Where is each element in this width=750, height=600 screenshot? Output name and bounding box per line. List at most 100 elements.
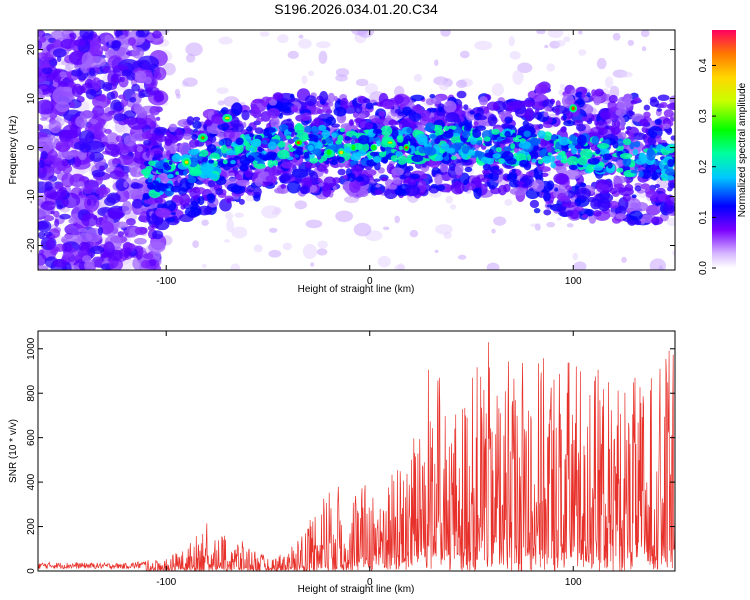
heatmap-cell — [504, 130, 511, 138]
heatmap-cell — [373, 156, 382, 163]
heatmap-cell — [573, 261, 587, 270]
x-tick-label: 0 — [367, 577, 373, 588]
heatmap-cell — [149, 105, 161, 116]
heatmap-cell — [241, 109, 250, 121]
heatmap-cell — [347, 172, 356, 182]
heatmap-cell — [188, 139, 200, 148]
heatmap-cell — [106, 132, 119, 146]
heatmap-cell — [581, 92, 586, 98]
heatmap-cell — [339, 127, 345, 133]
heatmap-cell — [630, 100, 638, 105]
heatmap-cell — [373, 178, 381, 182]
heatmap-cell — [362, 98, 371, 104]
heatmap-cell — [78, 241, 89, 253]
heatmap-cell — [478, 96, 489, 106]
heatmap-cell — [267, 141, 277, 150]
heatmap-cell — [269, 99, 277, 106]
colorbar — [712, 30, 736, 268]
heatmap-cell — [404, 146, 408, 149]
heatmap-cell — [40, 150, 48, 160]
heatmap-cell — [515, 160, 520, 165]
heatmap-cell — [553, 173, 569, 185]
heatmap-cell — [38, 40, 43, 50]
heatmap-cell — [73, 157, 82, 168]
heatmap-cell — [461, 130, 471, 139]
heatmap-cell — [559, 195, 571, 201]
heatmap-cell — [280, 173, 294, 180]
heatmap-cell — [665, 194, 675, 206]
heatmap-cell — [148, 160, 156, 166]
heatmap-cell — [220, 144, 228, 154]
heatmap-cell — [187, 176, 197, 184]
heatmap-cell — [71, 83, 83, 98]
heatmap-cell — [109, 258, 124, 270]
heatmap-cell — [622, 156, 632, 167]
heatmap-cell — [123, 180, 128, 188]
heatmap-cell — [288, 128, 295, 133]
top-chart-title: S196.2026.034.01.20.C34 — [274, 1, 438, 17]
heatmap-cell — [607, 162, 613, 169]
heatmap-cell — [95, 222, 101, 228]
heatmap-cell — [445, 185, 451, 193]
heatmap-cell — [578, 30, 583, 35]
heatmap-cell — [153, 67, 167, 81]
y-tick-label: 400 — [26, 473, 37, 490]
heatmap-cell — [664, 168, 675, 176]
heatmap-cell — [501, 123, 511, 129]
heatmap-cell — [461, 145, 470, 154]
heatmap-cell — [119, 145, 132, 154]
heatmap-cell — [556, 217, 562, 221]
heatmap-cell — [301, 75, 308, 85]
heatmap-cell — [91, 169, 105, 178]
heatmap-cell — [296, 141, 301, 145]
heatmap-cell — [119, 76, 125, 83]
heatmap-cell — [296, 150, 304, 156]
heatmap-cell — [554, 107, 561, 113]
heatmap-cell — [627, 39, 634, 46]
heatmap-cell — [506, 101, 522, 110]
heatmap-cell — [331, 132, 338, 138]
top-x-axis-label: Height of straight line (km) — [298, 284, 415, 295]
heatmap-cell — [541, 148, 548, 154]
heatmap-cell — [183, 133, 192, 140]
heatmap-cell — [298, 38, 312, 49]
heatmap-cell — [435, 224, 453, 235]
heatmap-cell — [326, 149, 332, 156]
heatmap-cell — [395, 151, 403, 157]
heatmap-cell — [231, 102, 243, 116]
heatmap-cell — [310, 262, 315, 267]
heatmap-cell — [394, 215, 400, 224]
heatmap-cell — [56, 55, 62, 62]
heatmap-cell — [309, 157, 319, 164]
heatmap-cell — [217, 100, 225, 106]
heatmap-cell — [316, 41, 331, 49]
heatmap-cell — [430, 96, 442, 105]
heatmap-cell — [84, 194, 100, 213]
heatmap-cell — [61, 242, 73, 252]
heatmap-cell — [130, 182, 141, 189]
heatmap-cell — [222, 153, 227, 158]
heatmap-cell — [282, 107, 293, 114]
heatmap-cell — [357, 189, 369, 198]
heatmap-cell — [137, 30, 150, 38]
heatmap-cell — [623, 93, 633, 101]
heatmap-cell — [495, 147, 502, 153]
heatmap-cell — [640, 155, 645, 159]
heatmap-cell — [247, 154, 255, 163]
heatmap-cell — [509, 51, 521, 60]
heatmap-cell — [524, 107, 534, 122]
heatmap-cell — [206, 144, 217, 153]
heatmap-cell — [277, 34, 289, 44]
heatmap-cell — [667, 158, 675, 168]
heatmap-cell — [615, 213, 627, 220]
heatmap-cell — [274, 206, 281, 212]
heatmap-cell — [238, 198, 245, 205]
heatmap-cell — [595, 90, 602, 96]
heatmap-cell — [128, 189, 143, 196]
heatmap-cell — [52, 48, 67, 58]
heatmap-cell — [288, 147, 295, 153]
heatmap-cell — [325, 116, 337, 126]
heatmap-cell — [579, 182, 587, 188]
top-plot-frame — [37, 29, 676, 271]
heatmap-cell — [563, 36, 571, 43]
